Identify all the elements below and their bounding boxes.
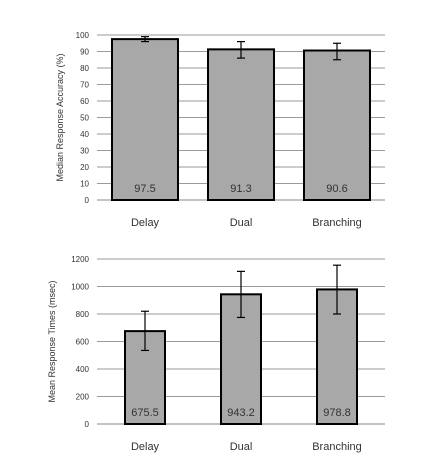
- y-tick-label: 50: [80, 114, 89, 123]
- y-tick-label: 100: [76, 31, 90, 40]
- bar: [207, 48, 275, 202]
- bar: [111, 38, 179, 201]
- bar-value-label: 90.6: [326, 183, 347, 195]
- y-tick-label: 10: [80, 180, 89, 189]
- y-tick-label: 1000: [71, 283, 89, 292]
- y-tick-label: 600: [76, 338, 90, 347]
- chart-2: 0 200 400 600 800 1000 1200 Mean Response Times…: [47, 255, 385, 453]
- x-category-label: Delay: [131, 441, 160, 453]
- y-tick-label: 40: [80, 130, 89, 139]
- y-tick-label: 1200: [71, 255, 89, 264]
- bar-value-label: 675.5: [131, 407, 159, 419]
- bar-value-label: 91.3: [230, 183, 251, 195]
- y-tick-label: 0: [85, 196, 90, 205]
- y-tick-label: 90: [80, 48, 89, 57]
- x-category-label: Dual: [230, 441, 253, 453]
- y-axis-title: Median Response Accuracy (%): [55, 53, 65, 181]
- bar-value-label: 978.8: [323, 407, 351, 419]
- y-tick-label: 200: [76, 393, 90, 402]
- chart-1: 0 10 20 30 40 50 60 70 80 90 100 Median Response Ac…: [55, 31, 385, 229]
- y-tick-label: 80: [80, 64, 89, 73]
- y-tick-label: 70: [80, 81, 89, 90]
- y-axis-title: Mean Response Times (msec): [47, 280, 57, 402]
- x-category-label: Dual: [230, 217, 253, 229]
- y-tick-label: 30: [80, 147, 89, 156]
- x-category-label: Delay: [131, 217, 160, 229]
- x-category-label: Branching: [312, 441, 362, 453]
- bar: [303, 49, 371, 202]
- y-tick-label: 800: [76, 310, 90, 319]
- y-tick-label: 0: [85, 420, 90, 429]
- y-tick-label: 60: [80, 97, 89, 106]
- bar-value-label: 97.5: [134, 183, 155, 195]
- y-tick-label: 400: [76, 365, 90, 374]
- x-category-label: Branching: [312, 217, 362, 229]
- y-tick-label: 20: [80, 163, 89, 172]
- bar-value-label: 943.2: [227, 407, 255, 419]
